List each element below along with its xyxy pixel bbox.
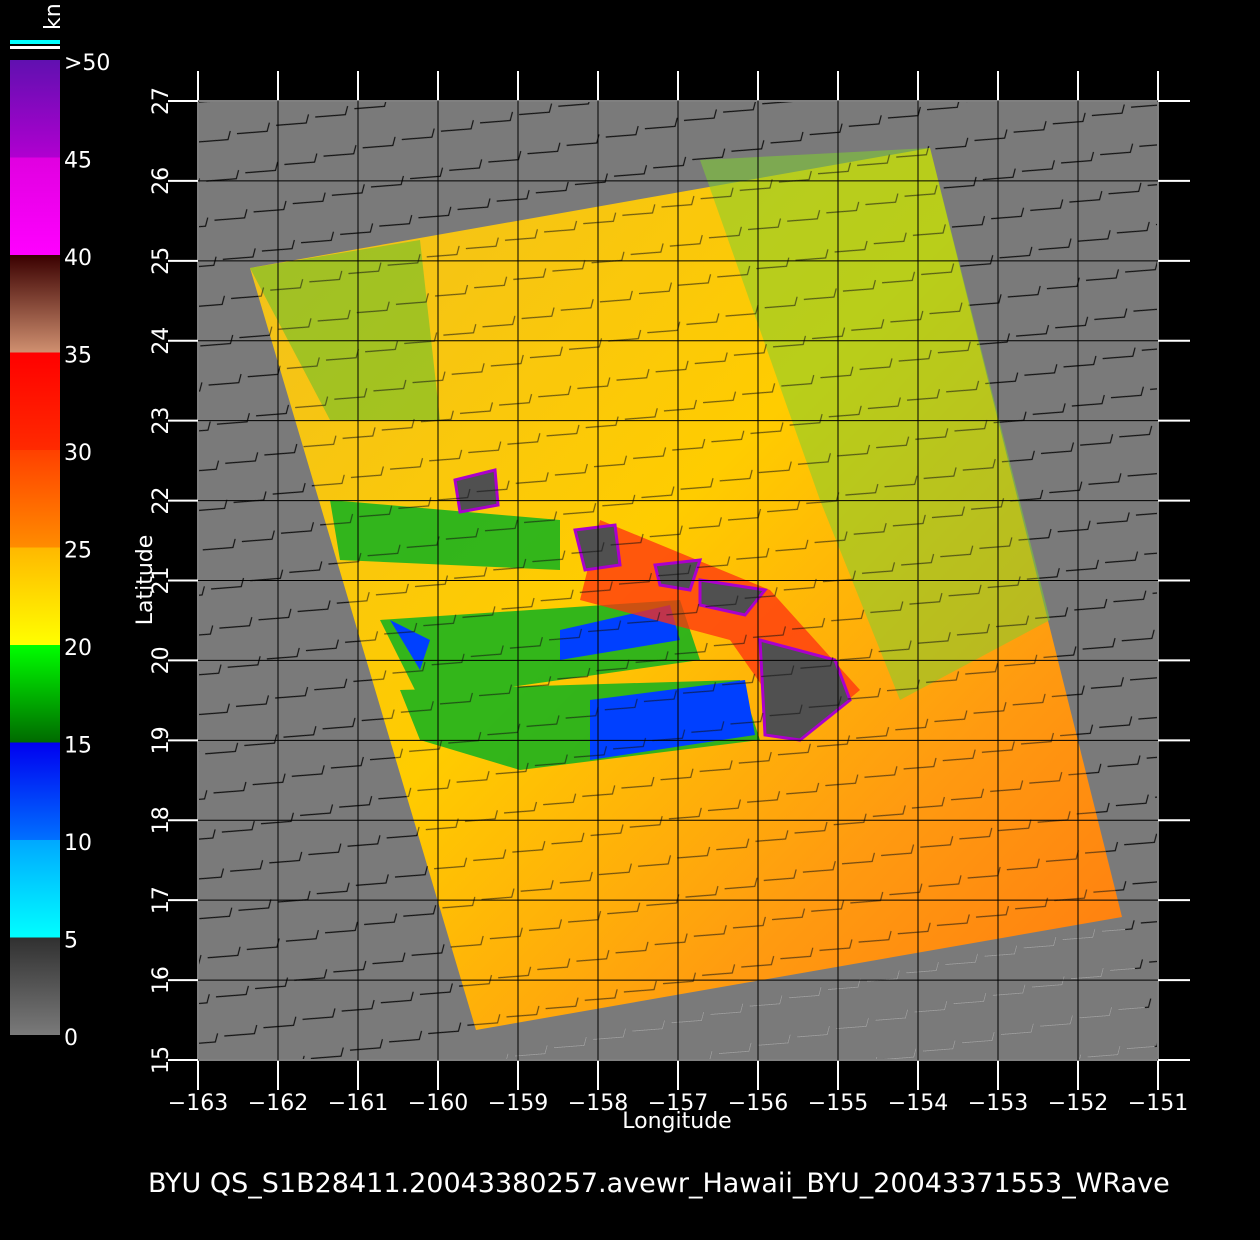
x-tick-label: −156: [728, 1091, 788, 1116]
colorbar-cap: [10, 40, 60, 44]
colorbar-unit: kn: [41, 3, 66, 30]
x-tick-label: −154: [888, 1091, 948, 1116]
x-tick-label: −153: [968, 1091, 1028, 1116]
y-tick-label: 15: [149, 1046, 174, 1074]
colorbar-segment: [10, 937, 60, 1035]
colorbar-segment: [10, 352, 60, 450]
y-tick-label: 25: [149, 247, 174, 275]
colorbar-label: 10: [64, 831, 92, 856]
colorbar-label: 20: [64, 636, 92, 661]
x-tick-label: −161: [328, 1091, 388, 1116]
y-tick-label: 26: [149, 167, 174, 195]
y-tick-label: 27: [149, 87, 174, 115]
x-axis-label: Longitude: [622, 1109, 731, 1134]
colorbar-segment: [10, 255, 60, 353]
colorbar-label: 15: [64, 734, 92, 759]
x-tick-label: −152: [1048, 1091, 1108, 1116]
colorbar-label: 0: [64, 1026, 78, 1051]
x-tick-label: −155: [808, 1091, 868, 1116]
colorbar-segment: [10, 60, 60, 158]
colorbar-segment: [10, 840, 60, 938]
y-tick-label: 18: [149, 806, 174, 834]
x-tick-label: −163: [168, 1091, 228, 1116]
x-tick-label: −157: [648, 1091, 708, 1116]
y-tick-label: 22: [149, 487, 174, 515]
x-tick-label: −151: [1128, 1091, 1188, 1116]
colorbar-label: 45: [64, 149, 92, 174]
y-tick-label: 17: [149, 886, 174, 914]
y-tick-label: 21: [149, 567, 174, 595]
y-tick-label: 19: [149, 726, 174, 754]
colorbar-segment: [10, 645, 60, 743]
y-tick-label: 16: [149, 966, 174, 994]
colorbar-cap: [10, 46, 60, 49]
colorbar-label: 25: [64, 539, 92, 564]
x-tick-label: −160: [408, 1091, 468, 1116]
x-tick-label: −158: [568, 1091, 628, 1116]
colorbar-label: 35: [64, 344, 92, 369]
colorbar-segment: [10, 742, 60, 840]
colorbar-label: 40: [64, 246, 92, 271]
colorbar-segment: [10, 450, 60, 548]
y-axis-label: Latitude: [133, 535, 158, 626]
y-tick-label: 24: [149, 327, 174, 355]
wind-barbs: [250, 148, 1122, 1030]
colorbar-label: 30: [64, 441, 92, 466]
colorbar-label: 5: [64, 929, 78, 954]
x-tick-label: −162: [248, 1091, 308, 1116]
y-tick-label: 20: [149, 646, 174, 674]
y-tick-label: 23: [149, 407, 174, 435]
wind-barbs: [476, 917, 1158, 1060]
colorbar-segment: [10, 547, 60, 645]
footer: BYU QS_S1B28411.20043380257.avewr_Hawaii…: [148, 1168, 1170, 1199]
colorbar-segment: [10, 157, 60, 255]
x-tick-label: −159: [488, 1091, 548, 1116]
colorbar-label: >50: [64, 51, 110, 76]
